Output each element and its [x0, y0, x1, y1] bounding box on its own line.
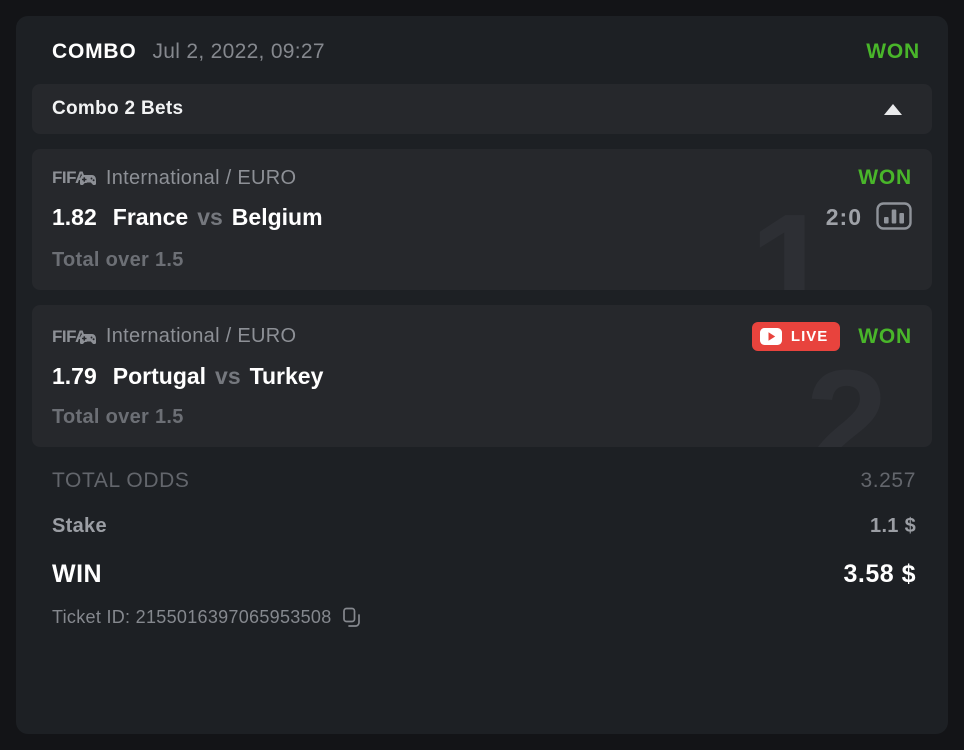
league-name: International / EURO: [105, 166, 297, 189]
home-team: Portugal: [112, 363, 207, 389]
bet-card-2: 2 FIFA International / EURO: [32, 305, 932, 447]
copy-icon: [342, 607, 361, 628]
ticket-status-badge: WON: [866, 40, 920, 63]
match-score: 2:0: [825, 204, 862, 230]
bar-chart-icon: [876, 202, 912, 233]
stake-value: 1.1 $: [870, 515, 916, 537]
ticket-summary: TOTAL ODDS 3.257 Stake 1.1 $ WIN 3.58 $ …: [16, 457, 948, 628]
fifa-logo-text: FIFA: [52, 168, 87, 187]
fifa-esports-logo: FIFA: [52, 168, 97, 190]
home-team: France: [112, 204, 189, 230]
gamepad-icon: [79, 329, 97, 349]
gamepad-icon: [79, 170, 97, 190]
win-value: 3.58 $: [843, 560, 916, 588]
bet-status-badge: WON: [858, 166, 912, 189]
bet-ticket-card: COMBO Jul 2, 2022, 09:27 WON Combo 2 Bet…: [16, 16, 948, 734]
vs-separator: vs: [215, 363, 241, 389]
fifa-logo-text: FIFA: [52, 326, 87, 346]
total-odds-label: TOTAL ODDS: [52, 469, 190, 492]
ticket-type-label: COMBO: [52, 40, 137, 63]
live-play-icon: [759, 328, 782, 345]
ticket-header: COMBO Jul 2, 2022, 09:27 WON: [16, 16, 948, 82]
ticket-date: Jul 2, 2022, 09:27: [152, 40, 325, 63]
match-stats-button[interactable]: [876, 202, 912, 233]
live-badge: LIVE: [751, 322, 841, 351]
stake-label: Stake: [52, 515, 107, 537]
win-label: WIN: [52, 560, 103, 588]
bet-odds: 1.79: [52, 363, 97, 389]
away-team: Turkey: [249, 363, 324, 389]
bet-market: Total over 1.5: [52, 249, 184, 271]
combo-bets-label: Combo 2 Bets: [52, 98, 184, 119]
live-label: LIVE: [790, 328, 829, 345]
away-team: Belgium: [231, 204, 323, 230]
bet-card-1: 1 FIFA International / EURO WON 1.82: [32, 149, 932, 290]
ticket-id: Ticket ID: 2155016397065953508: [52, 607, 332, 627]
combo-bets-collapse-bar[interactable]: Combo 2 Bets: [32, 84, 932, 134]
total-odds-value: 3.257: [860, 469, 916, 492]
fifa-esports-logo: FIFA: [52, 326, 97, 349]
copy-ticket-id-button[interactable]: [342, 607, 361, 628]
bet-odds: 1.82: [52, 204, 97, 230]
league-name: International / EURO: [105, 325, 297, 347]
vs-separator: vs: [197, 204, 223, 230]
bet-status-badge: WON: [858, 324, 912, 348]
bet-market: Total over 1.5: [52, 406, 184, 428]
collapse-arrow-icon[interactable]: [884, 103, 902, 115]
